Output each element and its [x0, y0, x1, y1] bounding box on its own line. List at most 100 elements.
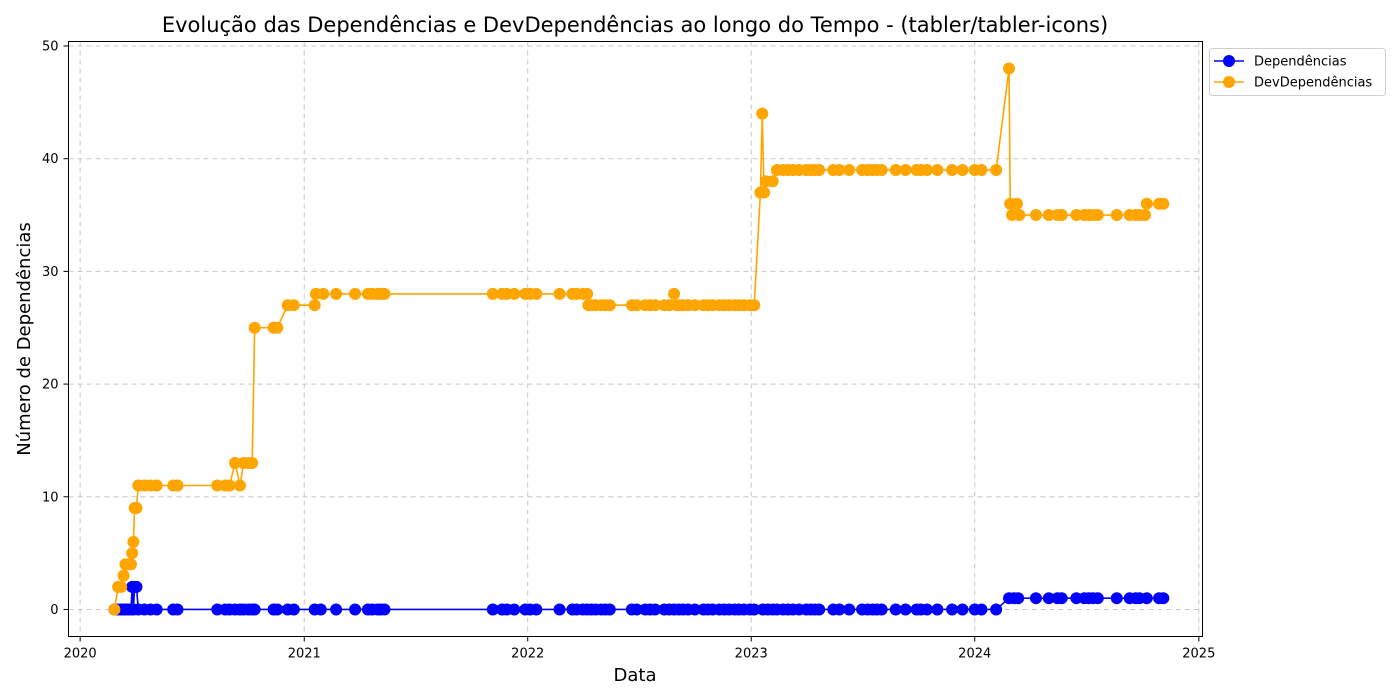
data-point	[378, 287, 391, 300]
data-point	[233, 479, 246, 492]
legend: Dependências DevDependências	[1209, 48, 1386, 96]
data-point	[150, 479, 163, 492]
legend-marker-dependencias	[1223, 55, 1235, 67]
data-point	[843, 603, 856, 616]
series-layer	[108, 62, 1170, 616]
data-point	[124, 558, 137, 571]
x-axis-label: Data	[614, 665, 657, 686]
data-point	[833, 163, 846, 176]
data-point	[530, 603, 543, 616]
legend-marker-devdependencias	[1223, 76, 1235, 88]
data-point	[688, 603, 701, 616]
y-tick-label: 20	[42, 378, 59, 393]
x-tick-label: 2020	[64, 647, 97, 662]
data-point	[1029, 592, 1042, 605]
data-point	[349, 287, 362, 300]
data-point	[649, 299, 662, 312]
data-point	[1003, 62, 1016, 75]
data-point	[603, 299, 616, 312]
data-point	[649, 603, 662, 616]
x-tick-label: 2023	[735, 647, 768, 662]
grid	[68, 41, 1203, 637]
data-point	[127, 535, 140, 548]
data-point	[946, 603, 959, 616]
data-point	[1042, 592, 1055, 605]
data-point	[378, 603, 391, 616]
data-point	[553, 287, 566, 300]
x-tick-label: 2021	[288, 647, 321, 662]
data-point	[1091, 592, 1104, 605]
data-point	[330, 287, 343, 300]
y-tick-label: 0	[50, 603, 58, 618]
data-point	[931, 603, 944, 616]
data-point	[530, 287, 543, 300]
data-point	[248, 321, 261, 334]
data-point	[990, 163, 1003, 176]
legend-box	[1209, 48, 1386, 96]
x-tick-label: 2022	[511, 647, 544, 662]
data-point	[317, 287, 330, 300]
data-point	[1110, 592, 1123, 605]
data-point	[1138, 209, 1151, 222]
data-point	[287, 603, 300, 616]
data-point	[553, 603, 566, 616]
data-point	[150, 603, 163, 616]
data-point	[229, 456, 242, 469]
data-point	[688, 299, 701, 312]
data-point	[630, 603, 643, 616]
y-axis-label: Número de Dependências	[14, 222, 35, 456]
data-point	[748, 299, 761, 312]
chart-title: Evolução das Dependências e DevDependênc…	[162, 13, 1108, 37]
data-point	[875, 163, 888, 176]
data-point	[314, 603, 327, 616]
data-point	[975, 163, 988, 176]
data-point	[956, 163, 969, 176]
data-point	[946, 163, 959, 176]
data-point	[115, 580, 128, 593]
data-point	[117, 569, 130, 582]
data-point	[1140, 197, 1153, 210]
data-point	[330, 603, 343, 616]
data-point	[889, 163, 902, 176]
data-point	[1091, 209, 1104, 222]
data-point	[126, 547, 139, 560]
data-point	[223, 479, 236, 492]
data-point	[668, 287, 681, 300]
data-point	[975, 603, 988, 616]
data-point	[108, 603, 121, 616]
data-point	[813, 163, 826, 176]
data-point	[508, 603, 521, 616]
y-tick-label: 30	[42, 265, 59, 280]
data-point	[875, 603, 888, 616]
data-point	[581, 287, 594, 300]
data-point	[486, 603, 499, 616]
data-point	[287, 299, 300, 312]
data-point	[843, 163, 856, 176]
series-line	[113, 67, 1164, 610]
plot-frame	[68, 41, 1203, 637]
data-point	[899, 603, 912, 616]
data-point	[920, 163, 933, 176]
data-point	[1012, 592, 1025, 605]
data-point	[766, 175, 779, 188]
data-point	[349, 603, 362, 616]
data-point	[756, 107, 769, 120]
legend-label-dependencias: Dependências	[1254, 55, 1347, 70]
y-axis-ticks: 0 10 20 30 40 50	[42, 40, 69, 618]
data-point	[1029, 209, 1042, 222]
x-tick-label: 2024	[958, 647, 991, 662]
data-point	[1140, 592, 1153, 605]
data-point	[130, 580, 143, 593]
data-point	[833, 603, 846, 616]
data-point	[271, 603, 284, 616]
y-tick-label: 10	[42, 490, 59, 505]
data-point	[603, 603, 616, 616]
data-point	[748, 603, 761, 616]
data-point	[1010, 197, 1023, 210]
y-tick-label: 40	[42, 152, 59, 167]
data-point	[931, 163, 944, 176]
data-point	[308, 299, 321, 312]
x-axis-ticks: 2020 2021 2022 2023 2024 2025	[64, 636, 1215, 662]
data-point	[486, 287, 499, 300]
series-devdependencias	[108, 62, 1170, 616]
